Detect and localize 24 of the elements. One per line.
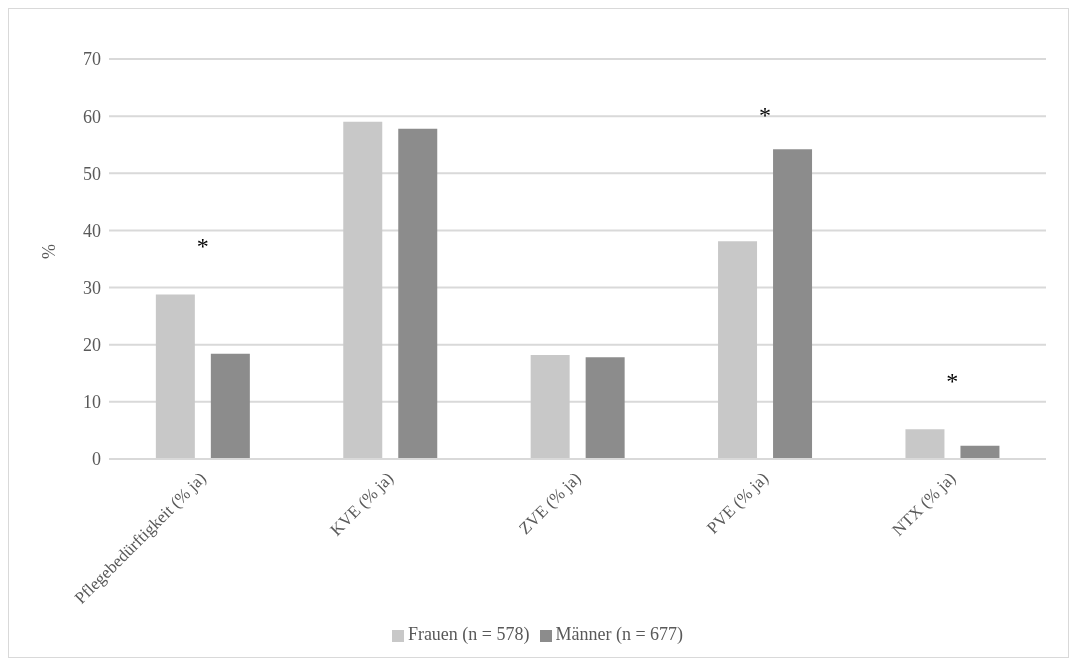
y-tick-label: 40: [83, 220, 101, 241]
bar: [718, 241, 758, 459]
y-tick-label: 10: [83, 392, 101, 413]
bar: [155, 294, 195, 459]
bar: [210, 353, 250, 459]
y-tick-label: 30: [83, 277, 101, 298]
bar: [398, 128, 438, 459]
legend-label: Männer (n = 677): [555, 624, 684, 644]
y-axis-title: %: [39, 244, 60, 259]
bar: [585, 357, 625, 459]
bar: [530, 355, 570, 459]
annotation: *: [946, 368, 959, 395]
annotation: *: [758, 102, 771, 129]
y-tick-label: 0: [92, 449, 101, 470]
y-tick-label: 60: [83, 106, 101, 127]
bar: [905, 429, 945, 459]
y-tick-label: 70: [83, 49, 101, 70]
bar: [773, 149, 813, 459]
bar: [343, 121, 383, 459]
y-tick-label: 20: [83, 335, 101, 356]
legend-label: Frauen (n = 578): [407, 624, 530, 644]
bar: [960, 445, 1000, 459]
y-tick-label: 50: [83, 163, 101, 184]
annotation: *: [196, 233, 209, 260]
